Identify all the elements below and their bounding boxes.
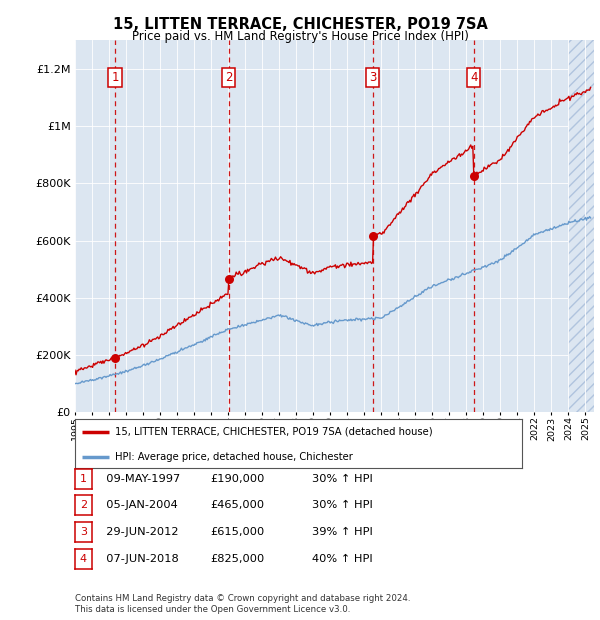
Text: Contains HM Land Registry data © Crown copyright and database right 2024.
This d: Contains HM Land Registry data © Crown c… [75,595,410,614]
Bar [568,40,594,412]
Text: £190,000: £190,000 [210,474,265,484]
Text: 07-JUN-2018: 07-JUN-2018 [99,554,179,564]
Text: 40% ↑ HPI: 40% ↑ HPI [312,554,373,564]
Text: Price paid vs. HM Land Registry's House Price Index (HPI): Price paid vs. HM Land Registry's House … [131,30,469,43]
Text: 30% ↑ HPI: 30% ↑ HPI [312,500,373,510]
Text: 09-MAY-1997: 09-MAY-1997 [99,474,180,484]
Text: 30% ↑ HPI: 30% ↑ HPI [312,474,373,484]
Text: £615,000: £615,000 [210,527,264,537]
Text: 15, LITTEN TERRACE, CHICHESTER, PO19 7SA (detached house): 15, LITTEN TERRACE, CHICHESTER, PO19 7SA… [115,427,433,437]
Text: 15, LITTEN TERRACE, CHICHESTER, PO19 7SA: 15, LITTEN TERRACE, CHICHESTER, PO19 7SA [113,17,487,32]
Text: £465,000: £465,000 [210,500,264,510]
Text: £825,000: £825,000 [210,554,264,564]
Text: 2: 2 [225,71,232,84]
Text: 1: 1 [112,71,119,84]
Text: 39% ↑ HPI: 39% ↑ HPI [312,527,373,537]
Text: 3: 3 [369,71,376,84]
Text: 2: 2 [80,500,87,510]
Text: 05-JAN-2004: 05-JAN-2004 [99,500,178,510]
Text: 3: 3 [80,527,87,537]
Text: 29-JUN-2012: 29-JUN-2012 [99,527,179,537]
Text: 1: 1 [80,474,87,484]
Text: 4: 4 [470,71,478,84]
Text: HPI: Average price, detached house, Chichester: HPI: Average price, detached house, Chic… [115,452,353,462]
Text: 4: 4 [80,554,87,564]
